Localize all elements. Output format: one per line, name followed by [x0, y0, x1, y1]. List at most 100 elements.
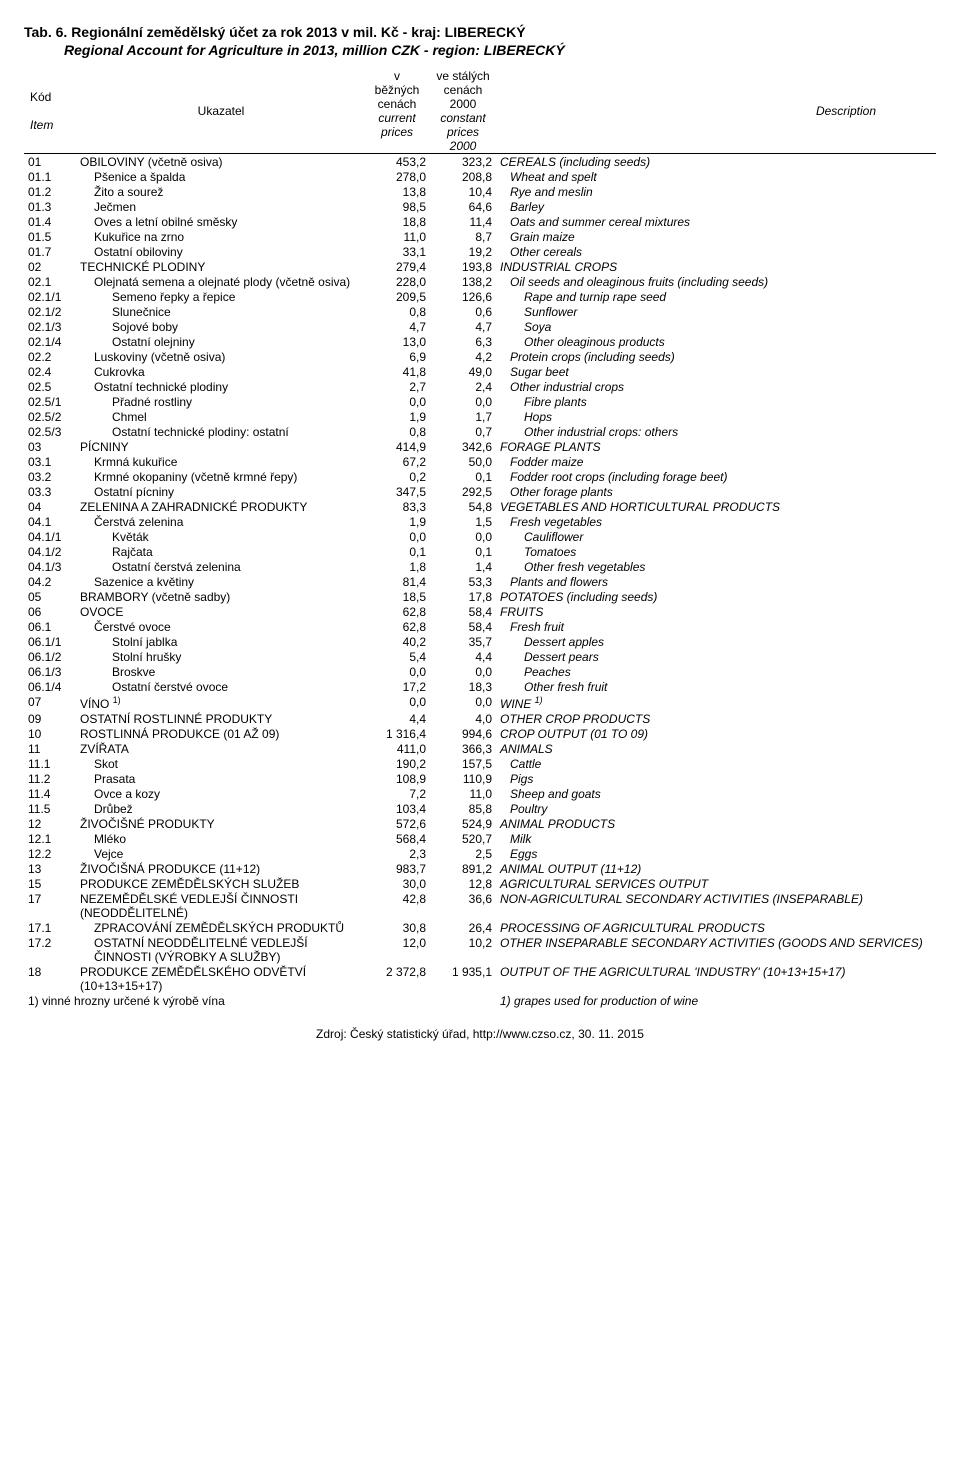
- cell-constant: 0,0: [430, 529, 496, 544]
- table-row: 01.3Ječmen98,564,6Barley: [24, 199, 936, 214]
- cell-current: 983,7: [364, 861, 430, 876]
- cell-current: 12,0: [364, 935, 430, 964]
- cell-ukazatel: Sazenice a květiny: [76, 574, 364, 589]
- cell-code: 04.1: [24, 514, 76, 529]
- table-row: 02.5/1Přadné rostliny0,00,0Fibre plants: [24, 394, 936, 409]
- cell-current: 190,2: [364, 756, 430, 771]
- cell-code: 02.1/4: [24, 334, 76, 349]
- cell-ukazatel: Žito a sourež: [76, 184, 364, 199]
- table-row: 02.5Ostatní technické plodiny2,72,4Other…: [24, 379, 936, 394]
- cell-constant: 0,6: [430, 304, 496, 319]
- table-row: 11.5Drůbež103,485,8Poultry: [24, 801, 936, 816]
- table-row: 06OVOCE62,858,4FRUITS: [24, 604, 936, 619]
- cell-constant: 1 935,1: [430, 964, 496, 993]
- table-row: 02.1/3Sojové boby4,74,7Soya: [24, 319, 936, 334]
- table-row: 02.2Luskoviny (včetně osiva)6,94,2Protei…: [24, 349, 936, 364]
- hdr-kod: Kód Item: [24, 68, 76, 154]
- cell-ukazatel: OSTATNÍ ROSTLINNÉ PRODUKTY: [76, 711, 364, 726]
- footnote-cz: 1) vinné hrozny určené k výrobě vína: [24, 993, 364, 1009]
- cell-description: Other industrial crops: [496, 379, 936, 394]
- table-row: 04.1/2Rajčata0,10,1Tomatoes: [24, 544, 936, 559]
- cell-ukazatel: PRODUKCE ZEMĚDĚLSKÉHO ODVĚTVÍ (10+13+15+…: [76, 964, 364, 993]
- cell-current: 1,8: [364, 559, 430, 574]
- cell-code: 11.4: [24, 786, 76, 801]
- cell-constant: 342,6: [430, 439, 496, 454]
- hdr-ukazatel: Ukazatel: [76, 68, 364, 154]
- cell-code: 02.1/3: [24, 319, 76, 334]
- table-row: 02.5/2Chmel1,91,7Hops: [24, 409, 936, 424]
- cell-description: Other forage plants: [496, 484, 936, 499]
- cell-current: 11,0: [364, 229, 430, 244]
- cell-code: 18: [24, 964, 76, 993]
- table-row: 03.2Krmné okopaniny (včetně krmné řepy)0…: [24, 469, 936, 484]
- cell-ukazatel: ŽIVOČIŠNÉ PRODUKTY: [76, 816, 364, 831]
- cell-description: Other industrial crops: others: [496, 424, 936, 439]
- cell-code: 06.1: [24, 619, 76, 634]
- cell-ukazatel: Drůbež: [76, 801, 364, 816]
- cell-description: Pigs: [496, 771, 936, 786]
- cell-description: Barley: [496, 199, 936, 214]
- cell-code: 02.1/1: [24, 289, 76, 304]
- cell-code: 01.3: [24, 199, 76, 214]
- table-row: 13ŽIVOČIŠNÁ PRODUKCE (11+12)983,7891,2AN…: [24, 861, 936, 876]
- cell-current: 62,8: [364, 604, 430, 619]
- cell-ukazatel: Cukrovka: [76, 364, 364, 379]
- cell-ukazatel: PÍCNINY: [76, 439, 364, 454]
- cell-constant: 11,0: [430, 786, 496, 801]
- cell-description: VEGETABLES AND HORTICULTURAL PRODUCTS: [496, 499, 936, 514]
- cell-ukazatel: Přadné rostliny: [76, 394, 364, 409]
- cell-constant: 0,0: [430, 694, 496, 711]
- cell-ukazatel: Květák: [76, 529, 364, 544]
- cell-ukazatel: Čerstvé ovoce: [76, 619, 364, 634]
- cell-current: 453,2: [364, 154, 430, 170]
- table-row: 01OBILOVINY (včetně osiva)453,2323,2CERE…: [24, 154, 936, 170]
- cell-code: 06: [24, 604, 76, 619]
- cell-code: 12.2: [24, 846, 76, 861]
- footnote-row: 1) vinné hrozny určené k výrobě vína1) g…: [24, 993, 936, 1009]
- cell-constant: 0,0: [430, 664, 496, 679]
- cell-current: 568,4: [364, 831, 430, 846]
- cell-current: 1,9: [364, 514, 430, 529]
- cell-description: OUTPUT OF THE AGRICULTURAL 'INDUSTRY' (1…: [496, 964, 936, 993]
- cell-ukazatel: BRAMBORY (včetně sadby): [76, 589, 364, 604]
- cell-description: Sunflower: [496, 304, 936, 319]
- cell-description: Fodder maize: [496, 454, 936, 469]
- cell-code: 12: [24, 816, 76, 831]
- cell-current: 278,0: [364, 169, 430, 184]
- cell-current: 33,1: [364, 244, 430, 259]
- cell-constant: 4,4: [430, 649, 496, 664]
- cell-code: 02.5/3: [24, 424, 76, 439]
- table-row: 04.1/1Květák0,00,0Cauliflower: [24, 529, 936, 544]
- data-table: Kód Item Ukazatel v běžných cenách curre…: [24, 68, 936, 1009]
- cell-current: 4,7: [364, 319, 430, 334]
- table-row: 04.1Čerstvá zelenina1,91,5Fresh vegetabl…: [24, 514, 936, 529]
- cell-constant: 0,1: [430, 544, 496, 559]
- cell-ukazatel: Čerstvá zelenina: [76, 514, 364, 529]
- cell-ukazatel: Pšenice a špalda: [76, 169, 364, 184]
- cell-ukazatel: Semeno řepky a řepice: [76, 289, 364, 304]
- cell-ukazatel: Sojové boby: [76, 319, 364, 334]
- cell-ukazatel: Ovce a kozy: [76, 786, 364, 801]
- cell-description: Cattle: [496, 756, 936, 771]
- table-row: 15PRODUKCE ZEMĚDĚLSKÝCH SLUŽEB30,012,8AG…: [24, 876, 936, 891]
- table-row: 04ZELENINA A ZAHRADNICKÉ PRODUKTY83,354,…: [24, 499, 936, 514]
- table-row: 06.1/1Stolní jablka40,235,7Dessert apple…: [24, 634, 936, 649]
- cell-description: WINE 1): [496, 694, 936, 711]
- cell-code: 06.1/4: [24, 679, 76, 694]
- cell-constant: 12,8: [430, 876, 496, 891]
- cell-description: Fresh vegetables: [496, 514, 936, 529]
- table-row: 05BRAMBORY (včetně sadby)18,517,8POTATOE…: [24, 589, 936, 604]
- cell-ukazatel: OBILOVINY (včetně osiva): [76, 154, 364, 170]
- cell-constant: 85,8: [430, 801, 496, 816]
- cell-code: 06.1/1: [24, 634, 76, 649]
- cell-ukazatel: Chmel: [76, 409, 364, 424]
- cell-ukazatel: Ostatní technické plodiny: ostatní: [76, 424, 364, 439]
- cell-constant: 208,8: [430, 169, 496, 184]
- table-row: 03PÍCNINY414,9342,6FORAGE PLANTS: [24, 439, 936, 454]
- cell-constant: 10,2: [430, 935, 496, 964]
- table-row: 10ROSTLINNÁ PRODUKCE (01 AŽ 09)1 316,499…: [24, 726, 936, 741]
- cell-current: 228,0: [364, 274, 430, 289]
- cell-constant: 26,4: [430, 920, 496, 935]
- cell-current: 0,0: [364, 694, 430, 711]
- cell-description: Dessert apples: [496, 634, 936, 649]
